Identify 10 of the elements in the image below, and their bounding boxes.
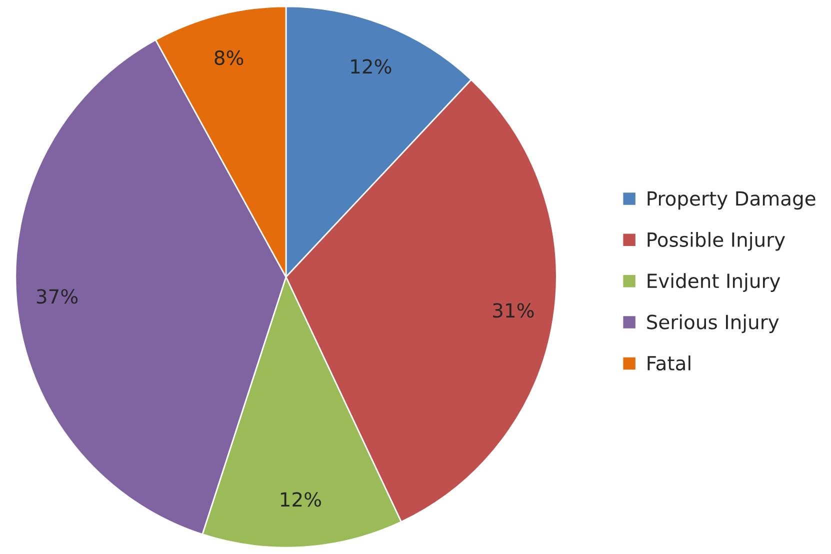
data-label: 31% <box>493 303 534 318</box>
data-label: 12% <box>280 492 321 507</box>
data-label: 37% <box>36 289 78 304</box>
legend-label: Evident Injury <box>648 273 780 292</box>
data-label: 8% <box>214 50 244 66</box>
data-label: 12% <box>351 59 392 74</box>
legend-label: Property Damage <box>648 191 816 210</box>
legend-label: Possible Injury <box>648 232 786 251</box>
legend-label: Fatal <box>648 355 690 371</box>
legend-label: Serious Injury <box>647 314 779 334</box>
